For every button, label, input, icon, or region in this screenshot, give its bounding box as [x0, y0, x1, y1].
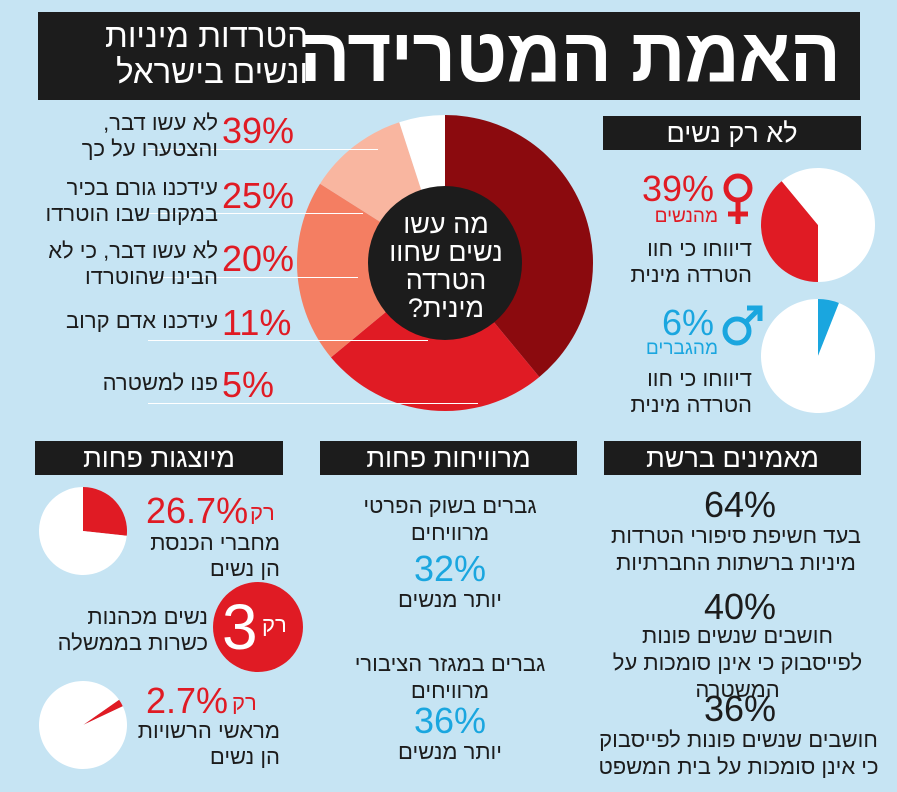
online-pct-2: 40%	[703, 586, 777, 627]
main-item-label-4: עידכנו אדם קרוב	[66, 308, 218, 333]
main-item-pct-3: 20%	[222, 238, 295, 279]
men-pie-chart	[761, 299, 875, 413]
knesset-pct: 26.7%	[146, 490, 249, 531]
knesset-pie-chart	[39, 487, 127, 575]
female-icon	[720, 172, 756, 228]
mayors-pie-chart	[39, 681, 128, 769]
women-pie-chart	[761, 168, 875, 282]
leader-line	[148, 340, 428, 341]
mayors-pct: 2.7%	[146, 680, 229, 721]
ministers-text: נשים מכהנות כשרות בממשלה	[57, 604, 208, 655]
page-subtitle: הטרדות מיניות ונשים בישראל	[105, 17, 308, 90]
women-pie-slice-rest	[781, 168, 875, 282]
pie-center-question: מה עשו נשים שחוו הטרדה מינית?	[389, 209, 503, 323]
online-text-3: חושבים שנשים פונות לפייסבוק כי אינן סומכ…	[598, 727, 879, 779]
women-pie-slice-harassed	[761, 181, 818, 282]
section-header-not-only-women: לא רק נשים	[603, 116, 861, 150]
leader-line	[148, 277, 358, 278]
mayors-text: מראשי הרשויות הן נשים	[137, 718, 280, 769]
leader-line	[148, 403, 478, 404]
knesset-pie-slice-women	[83, 487, 127, 536]
online-text-1: בעד חשיפת סיפורי הטרדות מיניות ברשתות הח…	[611, 523, 861, 575]
leader-line	[148, 149, 378, 150]
main-item-pct-4: 11%	[222, 302, 292, 343]
online-pct-1: 64%	[703, 484, 777, 525]
page-title: האמת המטרידה	[299, 13, 841, 98]
knesset-text: מחברי הכנסת הן נשים	[150, 530, 280, 581]
section-header-earn-less: מרוויחות פחות	[320, 441, 577, 475]
leader-line	[148, 213, 363, 214]
main-item-pct-5: 5%	[222, 364, 275, 405]
pie-center-circle	[368, 186, 522, 340]
women-of-label: מהנשים	[654, 206, 718, 227]
ministers-prefix: רק	[262, 612, 287, 637]
main-item-label-1: לא עשו דבר, והצטערו על כך	[81, 110, 218, 161]
women-text: דיווחו כי חוו הטרדה מינית	[630, 236, 752, 287]
men-pct: 6%	[662, 302, 715, 343]
title-bar: האמת המטרידה הטרדות מיניות ונשים בישראל	[38, 12, 860, 100]
public-sector-pct: 36%	[413, 700, 487, 741]
men-of-label: מהגברים	[645, 338, 718, 359]
private-sector-text: גברים בשוק הפרטי מרוויחים	[363, 493, 537, 545]
men-pie-slice-harassed	[818, 299, 839, 356]
main-item-pct-1: 39%	[222, 110, 295, 151]
women-pct: 39%	[642, 168, 715, 209]
knesset-pie-slice-rest	[39, 487, 127, 575]
public-sector-text: גברים במגזר הציבורי מרוויחים	[354, 651, 546, 703]
ministers-badge	[213, 582, 303, 672]
main-item-pct-2: 25%	[222, 175, 295, 216]
public-sector-suffix: יותר מנשים	[398, 739, 502, 764]
main-item-label-5: פנו למשטרה	[102, 370, 218, 395]
section-header-believe-online: מאמינים ברשת	[604, 441, 861, 475]
ministers-number: 3	[222, 591, 258, 663]
online-pct-3: 36%	[703, 688, 777, 729]
online-text-2: חושבים שנשים פונות לפייסבוק כי אינן סומכ…	[612, 623, 863, 702]
main-item-label-2: עידכנו גורם בכיר במקום שבו הוטרדו	[45, 175, 218, 226]
men-text: דיווחו כי חוו הטרדה מינית	[630, 366, 752, 417]
main-pie-chart	[297, 115, 593, 412]
male-icon	[720, 304, 764, 348]
section-header-underrepresented: מיוצגות פחות	[35, 441, 283, 475]
mayors-pie-slice-women	[83, 699, 123, 725]
private-sector-suffix: יותר מנשים	[398, 587, 502, 612]
men-pie-slice-rest	[761, 299, 875, 413]
mayors-prefix: רק	[232, 690, 257, 715]
mayors-pie-slice-rest	[39, 681, 128, 769]
knesset-prefix: רק	[250, 500, 275, 525]
main-item-label-3: לא עשו דבר, כי לא הבינו שהוטרדו	[48, 238, 218, 289]
private-sector-pct: 32%	[413, 548, 487, 589]
